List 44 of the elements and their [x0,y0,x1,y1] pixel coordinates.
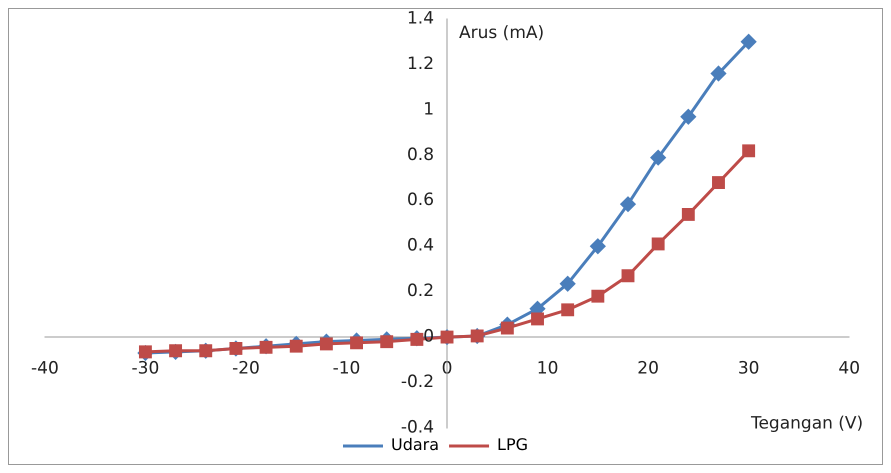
point [350,336,363,350]
point [620,196,636,212]
point [560,276,576,292]
point [561,303,574,316]
x-tick-label: -40 [30,358,59,379]
point [531,312,544,326]
x-tick-label: 10 [536,358,558,379]
point [410,332,424,346]
point [741,34,756,50]
x-tick-label: -20 [232,358,260,379]
x-axis-title: Tegangan (V) [750,413,864,434]
point [290,340,303,353]
legend-label: Udara [390,435,440,454]
point [590,238,606,254]
point [320,337,333,350]
y-tick-label: 1.4 [406,8,434,28]
point [742,144,756,158]
y-tick-label: 0.4 [406,236,434,256]
y-tick-label: 1.2 [406,54,434,74]
point [710,66,726,82]
y-tick-label: 0.6 [406,190,434,210]
x-tick-label: 40 [838,358,860,379]
y-tick-label: -0.2 [400,372,434,392]
point [652,238,665,250]
point [169,344,182,358]
legend-label: LPG [497,435,528,454]
point [260,340,273,354]
y-tick-label: -0.4 [400,417,434,438]
y-tick-label: 0.2 [406,281,434,302]
point [650,150,666,166]
point [500,322,514,334]
x-tick-label: 20 [637,358,659,379]
point [682,208,695,221]
point [680,109,696,124]
point [591,290,604,303]
point [622,269,634,282]
point [712,176,725,190]
x-tick-label: -10 [332,358,360,379]
y-axis-title: Arus (mA) [459,22,544,43]
x-tick-label: -30 [132,358,160,379]
x-tick-label: 30 [738,358,760,379]
point [380,335,394,348]
y-tick-label: 0.8 [406,144,434,165]
y-tick-label: 1 [423,99,434,120]
